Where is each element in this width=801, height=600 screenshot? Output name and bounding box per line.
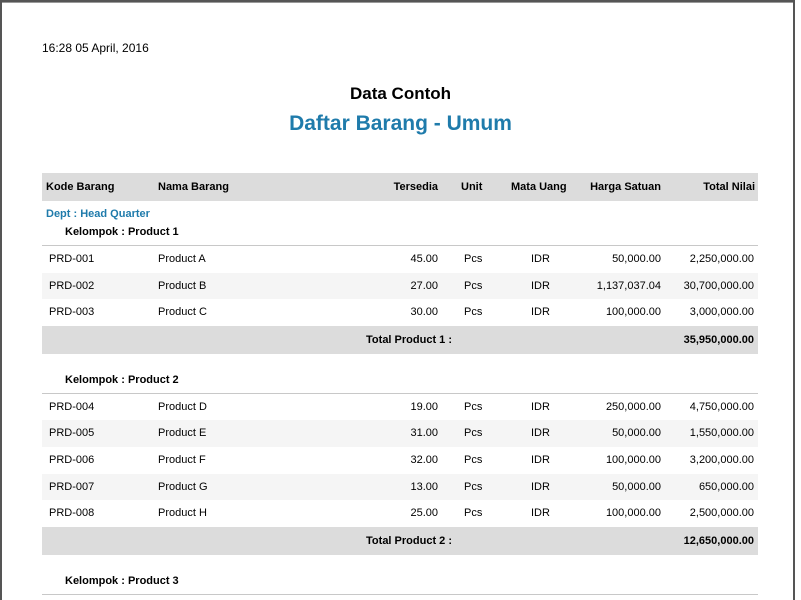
cell-unit: Pcs bbox=[464, 253, 483, 265]
col-tersedia: Tersedia bbox=[393, 181, 438, 193]
cell-unit: Pcs bbox=[464, 453, 483, 466]
group-total-value: 12,650,000.00 bbox=[683, 534, 754, 547]
col-kode-barang: Kode Barang bbox=[46, 181, 115, 193]
cell-mata-uang: IDR bbox=[531, 453, 550, 466]
cell-unit: Pcs bbox=[464, 507, 483, 520]
group-label: Kelompok : Product 1 bbox=[42, 220, 758, 246]
cell-total-nilai: 3,000,000.00 bbox=[689, 306, 754, 319]
cell-kode-barang: PRD-002 bbox=[49, 279, 95, 292]
col-unit: Unit bbox=[461, 181, 483, 193]
cell-tersedia: 31.00 bbox=[410, 427, 438, 440]
cell-harga-satuan: 100,000.00 bbox=[605, 306, 661, 319]
table-row: PRD-005 Product E 31.00 Pcs IDR 50,000.00 1,55… bbox=[42, 420, 758, 447]
cell-unit: Pcs bbox=[464, 427, 483, 440]
group-label: Kelompok : Product 3 bbox=[42, 568, 758, 595]
group-total-label: Total Product 2 : bbox=[366, 534, 452, 547]
cell-nama-barang: Product A bbox=[158, 253, 206, 265]
cell-total-nilai: 650,000.00 bbox=[698, 480, 754, 493]
cell-harga-satuan: 50,000.00 bbox=[612, 253, 661, 265]
cell-kode-barang: PRD-007 bbox=[49, 480, 95, 493]
cell-tersedia: 30.00 bbox=[410, 306, 438, 319]
cell-nama-barang: Product C bbox=[158, 306, 207, 319]
group-total-value: 35,950,000.00 bbox=[683, 333, 754, 346]
group-total-row: Total Product 1 : 35,950,000.00 bbox=[42, 325, 758, 354]
group-gap bbox=[42, 555, 758, 568]
report-subtitle: Daftar Barang - Umum bbox=[289, 112, 512, 135]
cell-tersedia: 27.00 bbox=[410, 279, 438, 292]
table-row: PRD-003 Product C 30.00 Pcs IDR 100,000.00 3,0… bbox=[42, 299, 758, 326]
dept-label: Dept : Head Quarter bbox=[46, 208, 150, 220]
cell-tersedia: 45.00 bbox=[410, 253, 438, 265]
cell-mata-uang: IDR bbox=[531, 507, 550, 520]
cell-harga-satuan: 250,000.00 bbox=[605, 400, 661, 413]
cell-mata-uang: IDR bbox=[531, 279, 550, 292]
cell-kode-barang: PRD-001 bbox=[49, 253, 95, 265]
col-nama-barang: Nama Barang bbox=[158, 181, 229, 193]
cell-kode-barang: PRD-008 bbox=[49, 507, 95, 520]
cell-nama-barang: Product D bbox=[158, 400, 207, 413]
cell-kode-barang: PRD-006 bbox=[49, 453, 95, 466]
col-harga-satuan: Harga Satuan bbox=[590, 181, 661, 193]
cell-mata-uang: IDR bbox=[531, 253, 550, 265]
cell-nama-barang: Product B bbox=[158, 279, 207, 292]
cell-nama-barang: Product G bbox=[158, 480, 208, 493]
report-table: Kode Barang Nama Barang Tersedia Unit Ma… bbox=[42, 173, 758, 595]
table-header: Kode Barang Nama Barang Tersedia Unit Ma… bbox=[42, 173, 758, 201]
cell-total-nilai: 2,500,000.00 bbox=[689, 507, 754, 520]
cell-mata-uang: IDR bbox=[531, 400, 550, 413]
table-row: PRD-008 Product H 25.00 Pcs IDR 100,000.00 2,5… bbox=[42, 500, 758, 527]
cell-harga-satuan: 100,000.00 bbox=[605, 507, 661, 520]
table-row: PRD-002 Product B 27.00 Pcs IDR 1,137,037.04 3… bbox=[42, 272, 758, 300]
cell-unit: Pcs bbox=[464, 279, 483, 292]
col-mata-uang: Mata Uang bbox=[511, 181, 567, 193]
cell-unit: Pcs bbox=[464, 400, 483, 413]
group-gap bbox=[42, 354, 758, 367]
cell-mata-uang: IDR bbox=[531, 427, 550, 440]
report-title: Data Contoh bbox=[349, 84, 452, 103]
cell-nama-barang: Product E bbox=[158, 427, 207, 440]
cell-total-nilai: 1,550,000.00 bbox=[689, 427, 754, 440]
cell-harga-satuan: 50,000.00 bbox=[612, 427, 661, 440]
table-row: PRD-001 Product A 45.00 Pcs IDR 50,000.00 2,25… bbox=[42, 246, 758, 273]
cell-total-nilai: 3,200,000.00 bbox=[689, 453, 754, 466]
table-row: PRD-006 Product F 32.00 Pcs IDR 100,000.00 3,2… bbox=[42, 447, 758, 474]
col-total-nilai: Total Nilai bbox=[703, 181, 755, 193]
cell-nama-barang: Product H bbox=[158, 507, 207, 520]
cell-mata-uang: IDR bbox=[531, 306, 550, 319]
cell-tersedia: 19.00 bbox=[410, 400, 438, 413]
report-timestamp: 16:28 05 April, 2016 bbox=[42, 41, 149, 55]
cell-unit: Pcs bbox=[464, 480, 483, 493]
cell-nama-barang: Product F bbox=[158, 453, 206, 466]
table-row: PRD-004 Product D 19.00 Pcs IDR 250,000.00 4,7… bbox=[42, 394, 758, 421]
cell-total-nilai: 4,750,000.00 bbox=[689, 400, 754, 413]
group-total-label: Total Product 1 : bbox=[366, 333, 452, 346]
group-total-row: Total Product 2 : 12,650,000.00 bbox=[42, 526, 758, 555]
cell-harga-satuan: 1,137,037.04 bbox=[596, 279, 661, 292]
cell-harga-satuan: 50,000.00 bbox=[612, 480, 661, 493]
cell-harga-satuan: 100,000.00 bbox=[605, 453, 661, 466]
cell-kode-barang: PRD-003 bbox=[49, 306, 95, 319]
cell-kode-barang: PRD-005 bbox=[49, 427, 95, 440]
table-row: PRD-007 Product G 13.00 Pcs IDR 50,000.00 650,… bbox=[42, 473, 758, 501]
cell-mata-uang: IDR bbox=[531, 480, 550, 493]
cell-total-nilai: 2,250,000.00 bbox=[689, 253, 754, 265]
group-label: Kelompok : Product 2 bbox=[42, 367, 758, 394]
cell-kode-barang: PRD-004 bbox=[49, 400, 95, 413]
cell-tersedia: 13.00 bbox=[410, 480, 438, 493]
cell-unit: Pcs bbox=[464, 306, 483, 319]
cell-tersedia: 25.00 bbox=[410, 507, 438, 520]
cell-total-nilai: 30,700,000.00 bbox=[683, 279, 754, 292]
cell-tersedia: 32.00 bbox=[410, 453, 438, 466]
